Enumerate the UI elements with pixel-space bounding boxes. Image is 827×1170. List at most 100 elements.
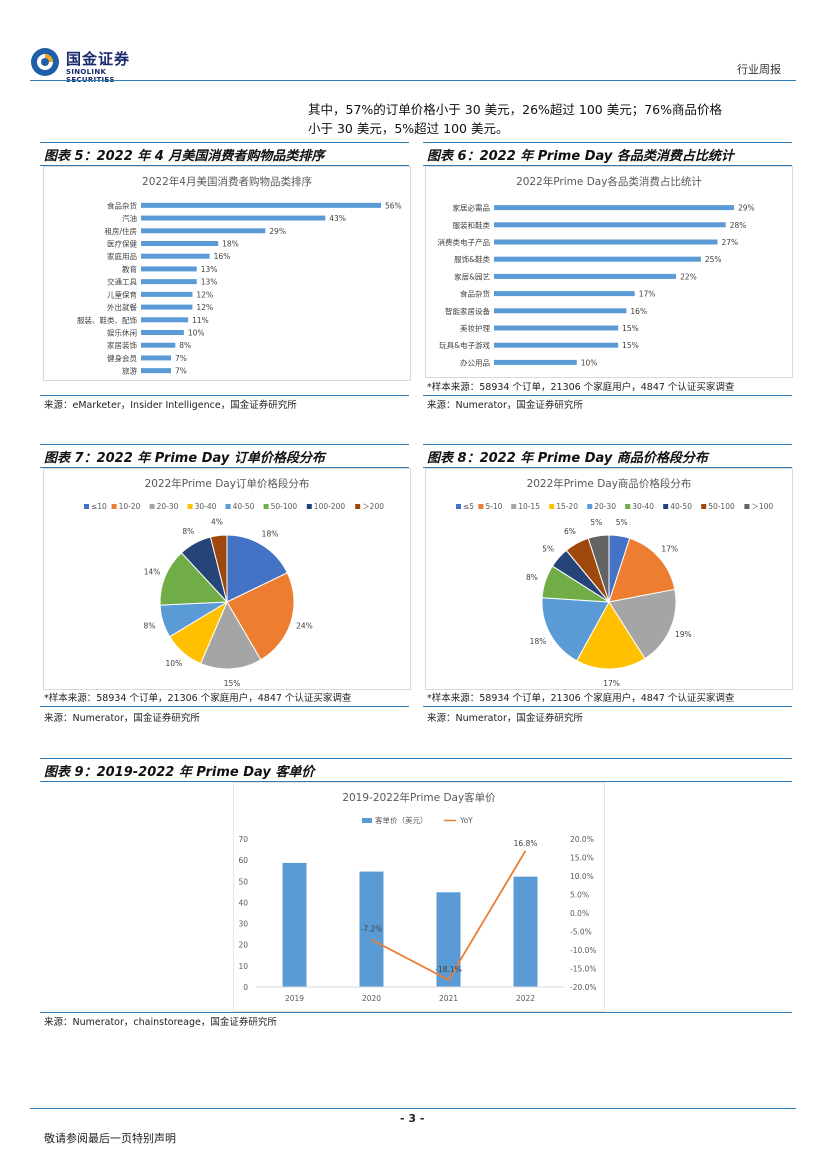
fig6-bar [494,273,677,279]
fig5-category-label: 儿童保育 [107,289,137,299]
fig6-category-label: 美妆护理 [460,323,490,333]
fig7-legend-label: 10-20 [119,502,141,511]
fig9-yoy-label: -7.2% [361,925,383,934]
fig5-category-label: 家居装饰 [107,340,137,350]
fig9-bar [436,892,461,987]
fig8-slice-label: 8% [526,573,538,582]
fig6-value-label: 28% [730,221,747,230]
fig7-slice [226,572,295,661]
fig6-category-label: 服饰&鞋类 [454,254,490,264]
fig9-x-tick: 2021 [439,994,458,1003]
fig5-category-label: 医疗保健 [107,239,137,249]
fig7-legend-label: 30-40 [195,502,217,511]
fig5-category-label: 外出就餐 [107,302,137,312]
fig5-category-label: 汽油 [122,213,137,223]
fig9-y-tick: 20 [238,941,248,950]
fig8-slice-label: 18% [530,637,547,646]
fig9-x-tick: 2019 [285,994,304,1003]
fig5-value-label: 13% [201,265,218,274]
fig8-legend-swatch [587,504,593,509]
fig9-legend-swatch-bar [362,818,372,823]
fig6-category-label: 玩具&电子游戏 [439,340,490,350]
fig6-caption-bar [423,142,792,166]
fig8-legend-swatch [744,504,750,509]
fig8-slice-label: 19% [675,630,692,639]
fig9-yoy-line [371,850,527,982]
fig6-category-label: 智能家居设备 [445,306,490,316]
fig8-slice [576,601,646,670]
fig9-y2-tick: 5.0% [570,891,589,900]
fig5-value-label: 10% [188,329,205,338]
fig7-slice-label: 10% [166,659,183,668]
intro-paragraph: 其中，57%的订单价格小于 30 美元，26%超过 100 美元；76%商品价格… [308,100,786,138]
fig8-slice-label: 17% [603,679,620,688]
fig8-caption: 图表 8：2022 年 Prime Day 商品价格段分布 [427,451,708,466]
fig6-bar [494,342,619,348]
fig7-slice-label: 8% [144,622,156,631]
fig9-y2-tick: -10.0% [570,946,597,955]
fig9-x-tick: 2020 [362,994,381,1003]
fig6-bar [494,239,718,245]
fig9-caption: 图表 9：2019-2022 年 Prime Day 客单价 [44,765,315,780]
fig5-value-label: 7% [175,354,187,363]
fig6-value-label: 15% [622,324,639,333]
fig8-slice-label: 17% [661,544,678,553]
fig5-value-label: 18% [222,240,239,249]
fig7-slice [159,552,229,606]
fig8-slice-label: 5% [542,544,554,553]
fig7-slice [199,600,262,670]
fig5-caption: 图表 5：2022 年 4 月美国消费者购物品类排序 [44,149,325,164]
fig9-y2-tick: 15.0% [570,854,594,863]
fig7-legend-label: 20-30 [157,502,179,511]
fig5-category-label: 旅游 [122,366,137,376]
fig5-bar [141,215,326,221]
fig8-slice-label: 6% [564,527,576,536]
fig9-chart-panel: 2019-2022年Prime Day客单价 客单价（美元） YoY 0 10 20 30 4… [233,782,605,1012]
fig7-slice-label: 15% [224,679,241,688]
fig9-y2-tick: -20.0% [570,983,597,992]
logo-cn: 国金证券 [66,50,131,68]
fig7-legend-swatch [84,504,89,509]
fig9-y-tick: 50 [238,877,248,886]
fig9-yoy-label: 16.8% [514,839,538,848]
logo-en: SINOLINK SECURITIES [66,68,115,84]
fig6-value-label: 16% [630,307,647,316]
fig6-caption: 图表 6：2022 年 Prime Day 各品类消费占比统计 [427,149,734,164]
fig6-chart-title: 2022年Prime Day各品类消费占比统计 [516,175,702,188]
fig6-category-label: 食品杂货 [460,289,490,299]
fig6-sample-note: *样本来源：58934 个订单，21306 个家庭用户，4847 个认证买家调查 [427,382,735,393]
fig5-bar [141,355,171,361]
fig5-category-label: 教育 [122,264,137,274]
fig7-slice-label: 18% [262,529,279,538]
fig8-legend-swatch [456,504,461,509]
fig9-chart-title: 2019-2022年Prime Day客单价 [342,791,496,804]
fig5-category-label: 交通工具 [107,277,137,287]
fig5-bar [141,304,193,310]
fig6-value-label: 22% [680,272,697,281]
fig8-caption-bar [423,444,792,468]
fig7-bottom-rule [40,706,409,707]
fig9-y-tick: 70 [238,835,248,844]
fig8-chart-panel: 2022年Prime Day商品价格段分布 ≤5 5-10 10-15 15-20 20-… [425,468,793,690]
footer-disclaimer: 敬请参阅最后一页特别声明 [44,1132,176,1145]
fig8-slice [608,588,677,660]
fig6-bar [494,222,726,228]
fig5-value-label: 43% [329,214,346,223]
fig7-legend-label: 100-200 [314,502,346,511]
fig9-y2-tick: 0.0% [570,909,589,918]
report-category: 行业周报 [737,63,781,76]
fig8-chart-title: 2022年Prime Day商品价格段分布 [527,477,692,490]
fig5-value-label: 11% [192,316,209,325]
fig8-legend-label: 10-15 [518,502,540,511]
fig6-source: 来源：Numerator，国金证券研究所 [427,400,583,411]
fig6-category-label: 服装和鞋类 [453,220,491,230]
fig9-bar [359,871,384,987]
fig6-bar [494,308,627,314]
fig7-slice-label: 4% [211,518,223,527]
fig7-legend-swatch [263,504,269,509]
fig6-value-label: 27% [721,238,738,247]
fig5-bar [141,368,171,374]
fig7-chart: 2022年Prime Day订单价格段分布 ≤10 10-20 20-30 30-40 4… [84,477,384,688]
fig8-slice-label: 5% [616,518,628,527]
